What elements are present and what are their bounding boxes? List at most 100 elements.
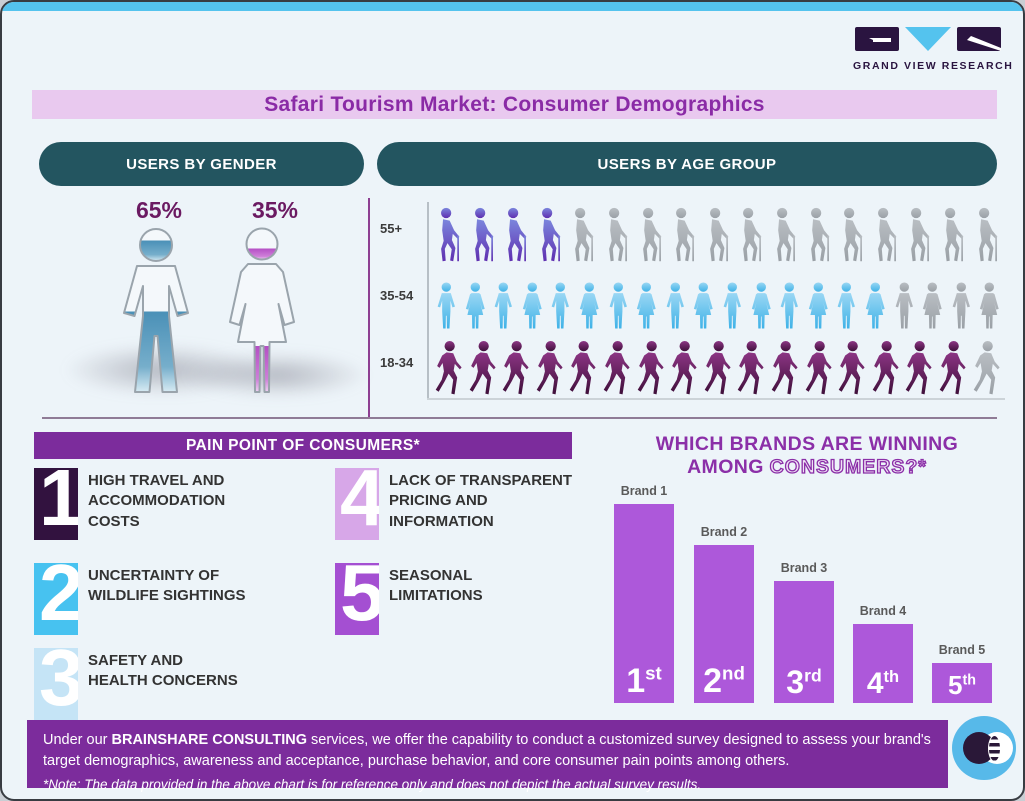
elderly-person-icon — [734, 201, 768, 263]
top-accent-strip — [2, 2, 1023, 11]
brand-bar-label: Brand 2 — [700, 525, 748, 539]
woman-person-icon — [575, 268, 604, 330]
walk-person-icon — [466, 335, 500, 397]
age-axis-horizontal — [427, 398, 1005, 400]
man-person-icon — [546, 268, 575, 330]
elderly-person-icon — [701, 201, 735, 263]
footer-text-brand: BRAINSHARE CONSULTING — [111, 732, 307, 748]
age-pictograph: 55+ 35-54 18-34 — [380, 201, 1005, 400]
elderly-person-icon — [600, 201, 634, 263]
pain-point-digit: 2 — [39, 563, 78, 633]
walk-person-icon — [701, 335, 735, 397]
gvr-logo-mark — [855, 27, 1001, 51]
age-axis-vertical — [427, 202, 429, 398]
walk-person-icon — [835, 335, 869, 397]
walk-person-icon — [970, 335, 1004, 397]
pain-point-text: LACK OF TRANSPARENT PRICING AND INFORMAT… — [389, 472, 573, 530]
man-person-icon — [775, 268, 804, 330]
brand-bar: 5th — [932, 663, 992, 703]
age-row-icons — [432, 268, 1004, 330]
pain-point-digit: 5 — [340, 563, 379, 633]
elderly-person-icon — [566, 201, 600, 263]
brand-chart-title-line2: AMONG CONSUMERS?* — [600, 455, 1014, 479]
brand-title-outline: CONSUMERS?* — [769, 455, 927, 478]
pain-point-text: UNCERTAINTY OF WILDLIFE SIGHTINGS — [88, 567, 246, 605]
brand-bar-label: Brand 4 — [859, 604, 907, 618]
age-row-label: 35-54 — [380, 288, 414, 303]
brand-chart-title: WHICH BRANDS ARE WINNING AMONG CONSUMERS… — [600, 433, 1014, 479]
brand-bar-label: Brand 3 — [780, 561, 828, 575]
man-person-icon — [947, 268, 976, 330]
brand-bar-label: Brand 5 — [938, 643, 986, 657]
pain-point-text: SAFETY AND HEALTH CONCERNS — [88, 652, 238, 690]
brainshare-icon-lens — [988, 735, 1001, 762]
footer-text-prefix: Under our — [43, 732, 112, 748]
page-title: Safari Tourism Market: Consumer Demograp… — [264, 92, 765, 116]
footer-banner: Under our BRAINSHARE CONSULTING services… — [27, 720, 948, 792]
brand-bar: 3rd — [774, 581, 834, 703]
elderly-person-icon — [432, 201, 466, 263]
gender-section-header: USERS BY GENDER — [39, 142, 364, 186]
footer-note: *Note: The data provided in the above ch… — [43, 777, 702, 793]
woman-person-icon — [689, 268, 718, 330]
elderly-person-icon — [466, 201, 500, 263]
brand-title-solid: AMONG — [687, 456, 770, 478]
gvr-logo: GRAND VIEW RESEARCH — [853, 26, 1014, 72]
male-figure-icon — [123, 228, 189, 393]
elderly-person-icon — [869, 201, 903, 263]
brand-rank-suffix: th — [883, 668, 900, 686]
elderly-person-icon — [634, 201, 668, 263]
man-person-icon — [718, 268, 747, 330]
woman-person-icon — [518, 268, 547, 330]
man-person-icon — [604, 268, 633, 330]
pain-point-number: 1 — [34, 468, 78, 540]
footer-text: Under our BRAINSHARE CONSULTING services… — [43, 730, 932, 772]
pain-point-number: 2 — [34, 563, 78, 635]
elderly-person-icon — [970, 201, 1004, 263]
page-title-bar: Safari Tourism Market: Consumer Demograp… — [32, 90, 997, 119]
elderly-person-icon — [768, 201, 802, 263]
man-person-icon — [661, 268, 690, 330]
brand-rank-suffix: nd — [722, 662, 745, 684]
brand-rank-label: 4th — [866, 667, 900, 700]
brand-rank-label: 5th — [948, 670, 976, 700]
woman-person-icon — [975, 268, 1004, 330]
walk-person-icon — [566, 335, 600, 397]
man-person-icon — [890, 268, 919, 330]
walk-person-icon — [667, 335, 701, 397]
gvr-logo-text: GRAND VIEW RESEARCH — [853, 60, 1014, 72]
woman-person-icon — [461, 268, 490, 330]
man-person-icon — [832, 268, 861, 330]
woman-person-icon — [632, 268, 661, 330]
woman-person-icon — [861, 268, 890, 330]
pain-point-digit: 4 — [340, 468, 379, 538]
pain-points-header: PAIN POINT OF CONSUMERS* — [34, 432, 572, 459]
elderly-person-icon — [902, 201, 936, 263]
man-person-icon — [432, 268, 461, 330]
brand-bar-label: Brand 1 — [620, 484, 668, 498]
elderly-person-icon — [667, 201, 701, 263]
baseline-rule — [42, 417, 997, 419]
brand-chart-title-line1: WHICH BRANDS ARE WINNING — [655, 433, 959, 455]
brand-bar: 4th — [853, 624, 913, 703]
walk-person-icon — [902, 335, 936, 397]
elderly-person-icon — [802, 201, 836, 263]
elderly-person-icon — [533, 201, 567, 263]
woman-person-icon — [747, 268, 776, 330]
pain-point-number: 4 — [335, 468, 379, 540]
brand-bar: 1st — [614, 504, 674, 703]
section-divider — [368, 198, 370, 418]
brand-bar: 2nd — [694, 545, 754, 703]
brand-bar-chart: 1st Brand 1 2nd Brand 2 3rd Brand 3 4th Brand 4… — [607, 480, 1007, 703]
pain-point-digit: 3 — [39, 648, 78, 718]
walk-person-icon — [768, 335, 802, 397]
elderly-person-icon — [835, 201, 869, 263]
brand-rank-label: 2nd — [703, 662, 745, 700]
female-figure-icon — [229, 227, 295, 393]
brainshare-icon — [952, 716, 1016, 780]
elderly-person-icon — [936, 201, 970, 263]
pain-point-text: SEASONAL LIMITATIONS — [389, 567, 483, 605]
woman-person-icon — [918, 268, 947, 330]
pain-point-number: 5 — [335, 563, 379, 635]
